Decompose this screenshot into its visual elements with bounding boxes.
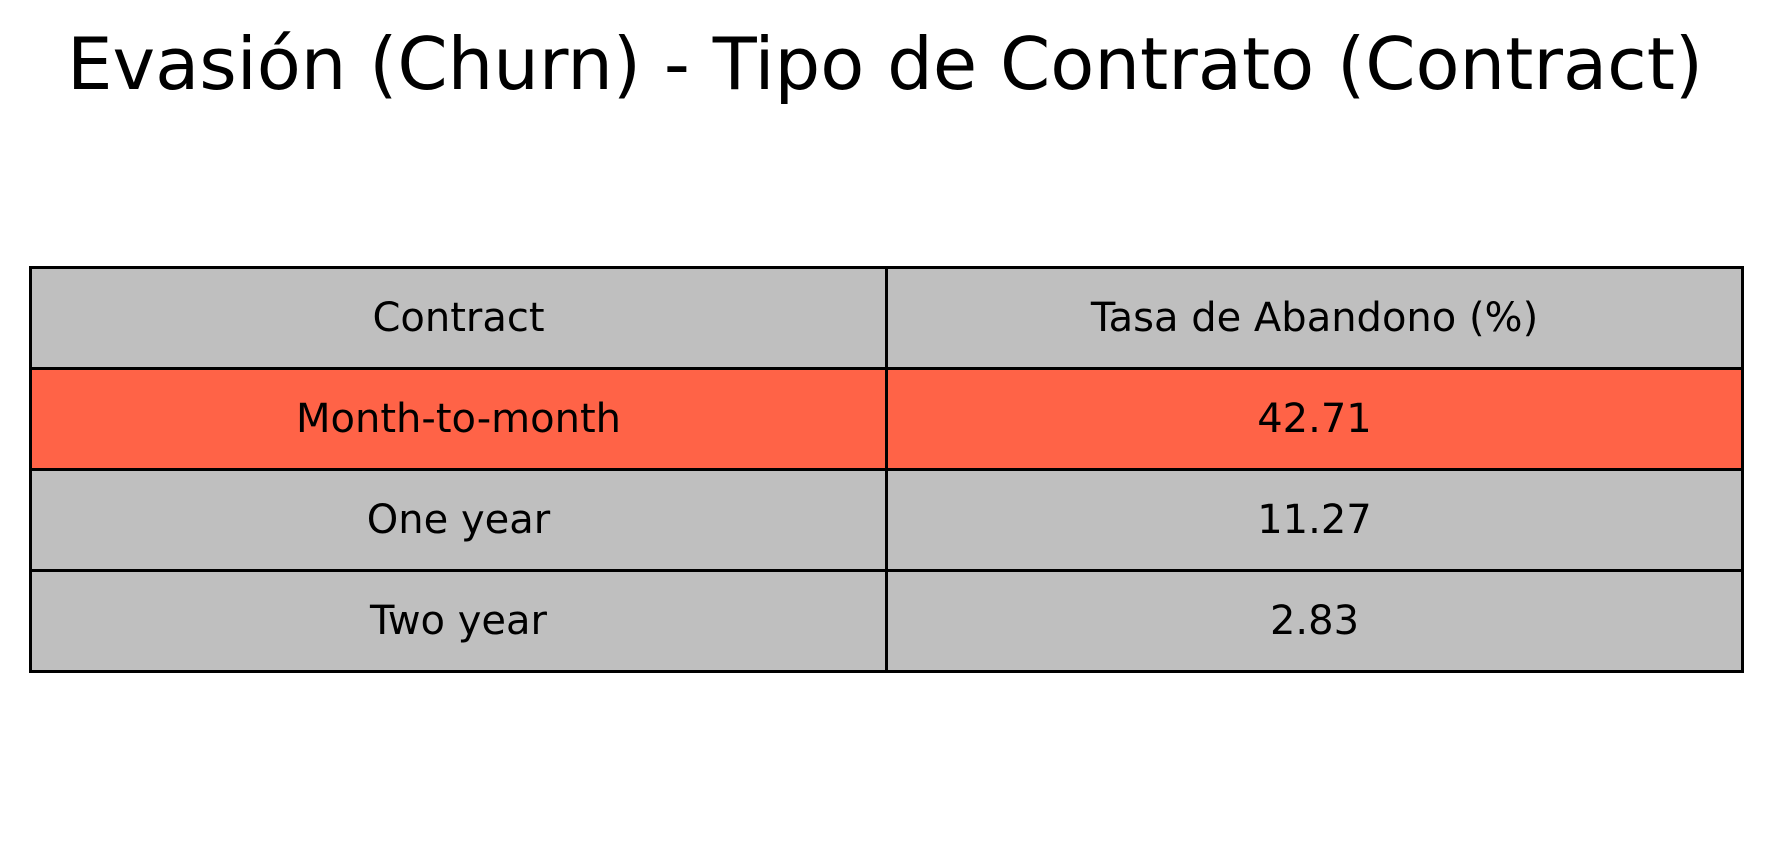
table-cell-churn-rate: 2.83 — [885, 569, 1744, 673]
table-header-row: Contract Tasa de Abandono (%) — [29, 266, 1744, 370]
table-cell-churn-rate: 11.27 — [885, 468, 1744, 572]
table-cell-contract: Month-to-month — [29, 367, 888, 471]
table-row: Month-to-month 42.71 — [29, 367, 1744, 471]
table-cell-contract: Two year — [29, 569, 888, 673]
table-row: One year 11.27 — [29, 468, 1744, 572]
chart-title: Evasión (Churn) - Tipo de Contrato (Cont… — [66, 22, 1704, 106]
table-cell-contract: One year — [29, 468, 888, 572]
table-cell-churn-rate: 42.71 — [885, 367, 1744, 471]
table-row: Two year 2.83 — [29, 569, 1744, 673]
column-header-churn-rate: Tasa de Abandono (%) — [885, 266, 1744, 370]
contract-churn-table: Contract Tasa de Abandono (%) Month-to-m… — [29, 266, 1744, 673]
column-header-contract: Contract — [29, 266, 888, 370]
